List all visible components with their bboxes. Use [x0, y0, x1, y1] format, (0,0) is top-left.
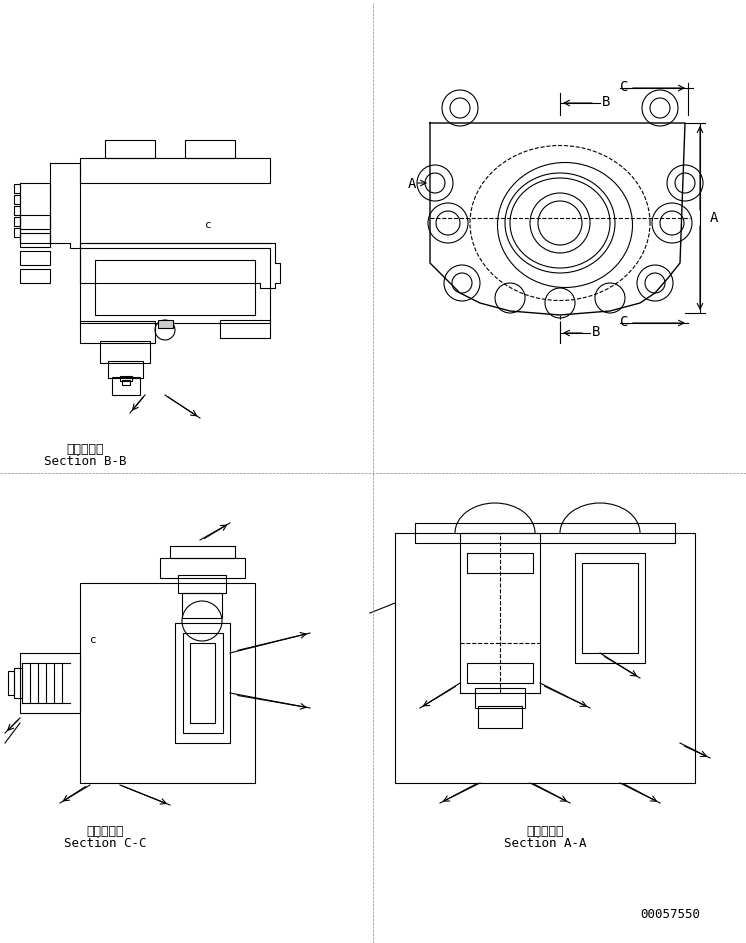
Bar [170, 546, 235, 558]
Bar [20, 653, 80, 713]
Text: 断面Ａ－Ａ: 断面Ａ－Ａ [526, 825, 564, 838]
Bar [582, 563, 638, 653]
Text: C: C [620, 315, 628, 329]
Bar [100, 341, 150, 363]
Bar [182, 593, 222, 618]
Text: C: C [620, 80, 628, 94]
Text: Section A-A: Section A-A [504, 837, 586, 850]
Bar [20, 269, 50, 283]
Bar [467, 553, 533, 573]
Bar [14, 217, 20, 226]
Bar [80, 321, 155, 343]
Bar [415, 523, 675, 543]
Text: Section B-B: Section B-B [44, 455, 126, 468]
Bar [20, 251, 50, 265]
Bar [478, 706, 522, 728]
Bar [175, 623, 230, 743]
Bar [108, 361, 143, 378]
Text: 00057550: 00057550 [640, 908, 700, 921]
Bar [183, 633, 223, 733]
Text: Section C-C: Section C-C [63, 837, 146, 850]
Bar [190, 643, 215, 723]
Bar [20, 215, 50, 229]
Bar [95, 260, 255, 315]
Bar [120, 376, 132, 381]
Bar [467, 663, 533, 683]
Bar [185, 140, 235, 158]
Bar [158, 320, 173, 328]
Bar [80, 248, 270, 323]
Text: A: A [710, 211, 718, 225]
Text: B: B [592, 325, 601, 339]
Bar [575, 553, 645, 663]
Text: B: B [602, 95, 610, 109]
Bar [20, 233, 50, 247]
Bar [122, 380, 130, 385]
Bar [160, 558, 245, 578]
Text: A: A [408, 177, 416, 191]
Bar [112, 377, 140, 395]
Bar [395, 533, 695, 783]
Bar [14, 228, 20, 237]
Bar [105, 140, 155, 158]
Bar [14, 206, 20, 215]
Bar [460, 533, 540, 693]
Text: 断面Ｂ－Ｂ: 断面Ｂ－Ｂ [66, 443, 104, 456]
Bar [14, 668, 22, 698]
Bar [178, 575, 226, 593]
Bar [475, 688, 525, 708]
Bar [220, 320, 270, 338]
Text: 断面Ｃ－Ｃ: 断面Ｃ－Ｃ [87, 825, 124, 838]
Bar [80, 158, 270, 183]
Bar [8, 671, 14, 695]
Text: c: c [205, 220, 212, 230]
Bar [14, 195, 20, 204]
Bar [14, 184, 20, 193]
Text: c: c [90, 635, 97, 645]
Bar [80, 583, 255, 783]
